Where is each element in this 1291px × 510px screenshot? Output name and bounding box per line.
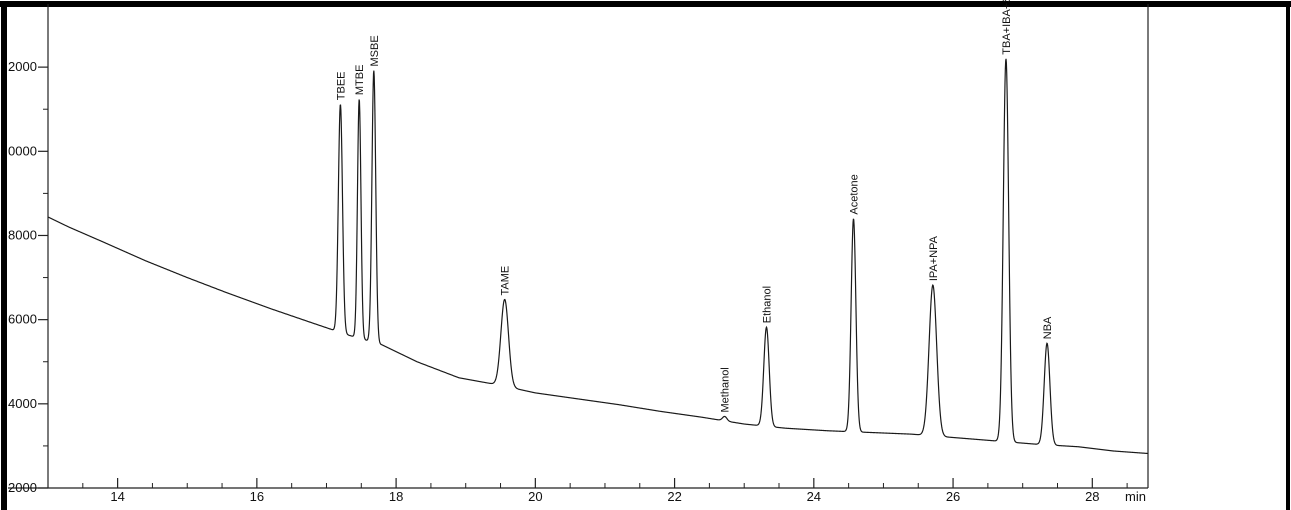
y-tick-label: 8000 <box>8 227 37 242</box>
x-tick-label: 20 <box>528 489 542 504</box>
y-axis-ticks: 2000 0000 8000 6000 4000 2000 <box>8 59 48 495</box>
y-tick-label: 4000 <box>8 396 37 411</box>
y-tick-label: 2000 <box>8 59 37 74</box>
peak-label: Methanol <box>720 367 732 412</box>
x-tick-label: 26 <box>946 489 960 504</box>
y-tick-label: 0000 <box>8 143 37 158</box>
x-tick-label: 14 <box>110 489 124 504</box>
x-tick-label: 18 <box>389 489 403 504</box>
y-tick-label: 2000 <box>8 480 37 495</box>
peak-label: MSBE <box>369 35 381 66</box>
x-tick-label: 22 <box>667 489 681 504</box>
y-tick-label: 6000 <box>8 312 37 327</box>
x-tick-label: 24 <box>807 489 821 504</box>
peak-label: TBA+IBA+SBA <box>1001 0 1013 55</box>
x-axis-unit-label: min <box>1125 489 1146 504</box>
peak-label: TBEE <box>335 71 347 100</box>
x-tick-label: 28 <box>1085 489 1099 504</box>
peak-label: IPA+NPA <box>928 235 940 281</box>
x-axis-ticks: 14 16 18 20 22 24 26 28 <box>82 478 1128 504</box>
peak-label: Acetone <box>849 174 861 214</box>
x-tick-label: 16 <box>250 489 264 504</box>
peak-label: Ethanol <box>762 286 774 323</box>
peak-label: NBA <box>1042 316 1054 339</box>
peak-label: TAME <box>500 266 512 296</box>
peak-label: MTBE <box>354 65 366 96</box>
chromatogram-trace <box>47 58 1149 455</box>
